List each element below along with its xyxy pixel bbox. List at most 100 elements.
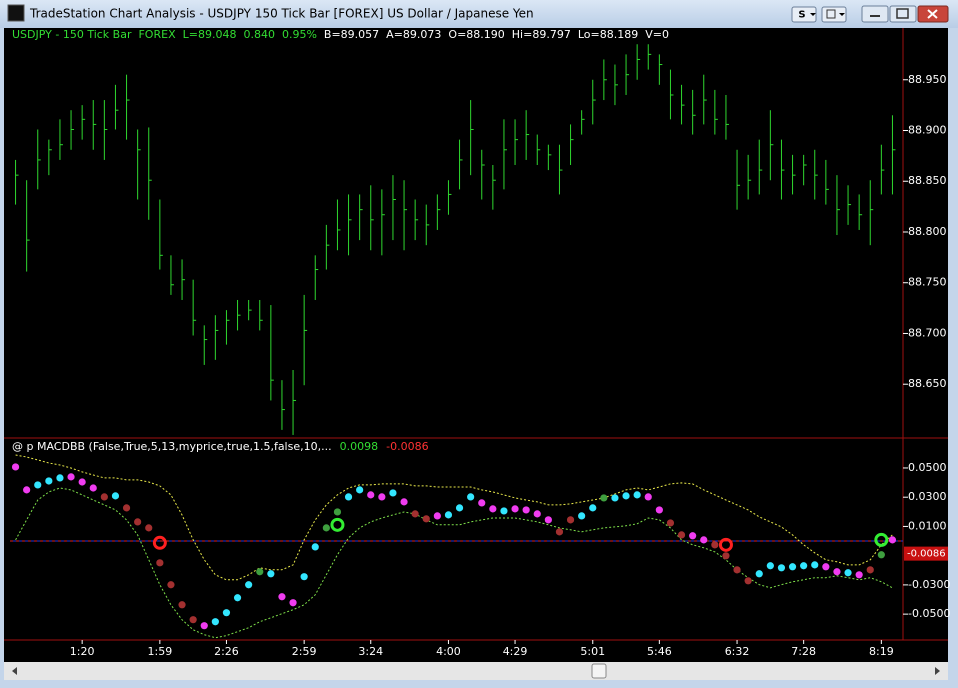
y-tick-label: 88.700 xyxy=(908,326,947,339)
macd-dot xyxy=(755,570,763,578)
header-item: O=88.190 xyxy=(448,28,504,41)
header-item: V=0 xyxy=(645,28,669,41)
app-icon xyxy=(7,4,25,22)
header-item: Lo=88.189 xyxy=(578,28,638,41)
y-tick-label: 88.950 xyxy=(908,73,947,86)
macd-dot xyxy=(67,473,75,481)
macd-dot xyxy=(677,531,686,539)
macd-dot xyxy=(178,601,186,609)
macd-dot xyxy=(589,504,597,512)
macd-dot xyxy=(145,524,153,532)
x-tick-label: 1:20 xyxy=(70,645,95,658)
macd-dot xyxy=(245,581,253,589)
y-tick-label: -0.0300 xyxy=(908,578,950,591)
macd-dot xyxy=(189,616,197,624)
macd-dot xyxy=(344,493,353,501)
macd-dot xyxy=(122,504,131,512)
header-item: B=89.057 xyxy=(324,28,379,41)
x-tick-label: 2:59 xyxy=(292,645,317,658)
macd-dot xyxy=(689,532,697,540)
y-tick-label: -0.0500 xyxy=(908,607,950,620)
scrollbar[interactable] xyxy=(4,662,948,680)
macd-dot xyxy=(56,474,64,482)
macd-dot xyxy=(611,494,619,502)
style-button-label: S xyxy=(798,10,805,21)
macd-dot xyxy=(711,541,719,549)
macd-dot xyxy=(822,563,830,571)
macd-dot xyxy=(566,516,575,524)
minimize-icon xyxy=(870,15,880,17)
macd-dot xyxy=(444,511,453,519)
macd-dot xyxy=(655,506,663,514)
window-title: TradeStation Chart Analysis - USDJPY 150… xyxy=(29,7,534,21)
macd-dot xyxy=(744,577,752,585)
header-item: Hi=89.797 xyxy=(512,28,571,41)
macd-dot xyxy=(500,507,508,515)
macd-dot xyxy=(322,524,330,532)
signal-marker xyxy=(874,532,889,547)
signal-marker xyxy=(152,535,167,550)
macd-dot xyxy=(200,622,208,630)
macd-dot xyxy=(300,573,308,581)
macd-dot xyxy=(855,571,863,579)
macd-dot xyxy=(422,515,430,523)
header-item: FOREX xyxy=(138,28,176,41)
macd-dot xyxy=(378,493,386,501)
macd-dot xyxy=(478,499,486,507)
style-button[interactable] xyxy=(791,6,817,23)
macd-dot xyxy=(256,568,264,576)
macd-dot xyxy=(511,505,519,513)
x-tick-label: 6:32 xyxy=(725,645,750,658)
band-line xyxy=(15,454,893,581)
chart-area xyxy=(4,28,948,662)
macd-dot xyxy=(156,559,164,567)
x-tick-label: 7:28 xyxy=(791,645,816,658)
macd-dot xyxy=(89,484,97,492)
header-item: L=89.048 xyxy=(183,28,237,41)
last-value-box xyxy=(904,546,948,561)
header-item: 0.95% xyxy=(282,28,317,41)
macd-dot xyxy=(766,562,774,570)
macd-dot xyxy=(622,492,630,500)
macd-dot xyxy=(356,486,364,494)
x-tick-label: 5:01 xyxy=(580,645,605,658)
y-tick-label: 88.900 xyxy=(908,124,947,137)
macd-dot xyxy=(522,506,530,514)
menu-icon xyxy=(826,9,836,19)
macd-dot xyxy=(633,491,641,499)
macd-dot xyxy=(45,477,53,485)
macd-dot xyxy=(389,489,397,497)
macd-dot xyxy=(888,536,897,544)
x-tick-label: 3:24 xyxy=(358,645,383,658)
x-tick-label: 4:00 xyxy=(436,645,461,658)
macd-dot xyxy=(555,528,564,536)
macd-dot xyxy=(311,543,319,551)
header-item: 0.840 xyxy=(243,28,275,41)
macd-dot xyxy=(544,516,552,524)
scroll-right[interactable] xyxy=(935,667,940,675)
minimize-button[interactable] xyxy=(861,5,889,23)
macd-dot xyxy=(78,478,86,486)
macd-dot xyxy=(467,493,475,501)
scroll-thumb[interactable] xyxy=(591,663,607,679)
scroll-left[interactable] xyxy=(12,667,17,675)
macd-dot xyxy=(600,494,608,502)
macd-dot xyxy=(34,481,42,489)
macd-dot xyxy=(700,536,708,544)
macd-dot xyxy=(367,491,375,499)
macd-dot xyxy=(278,593,286,601)
macd-dot xyxy=(211,618,219,626)
signal-marker xyxy=(718,537,733,552)
y-tick-label: 88.850 xyxy=(908,174,947,187)
y-tick-label: 88.750 xyxy=(908,276,947,289)
macd-dot xyxy=(800,562,808,570)
last-value-label: -0.0086 xyxy=(907,549,946,560)
macd-dot xyxy=(811,561,819,569)
x-tick-label: 4:29 xyxy=(503,645,528,658)
close-icon xyxy=(927,9,938,19)
macd-dot xyxy=(833,568,841,576)
macd-dot xyxy=(578,512,586,520)
macd-dot xyxy=(844,569,852,577)
band-line xyxy=(15,487,893,639)
